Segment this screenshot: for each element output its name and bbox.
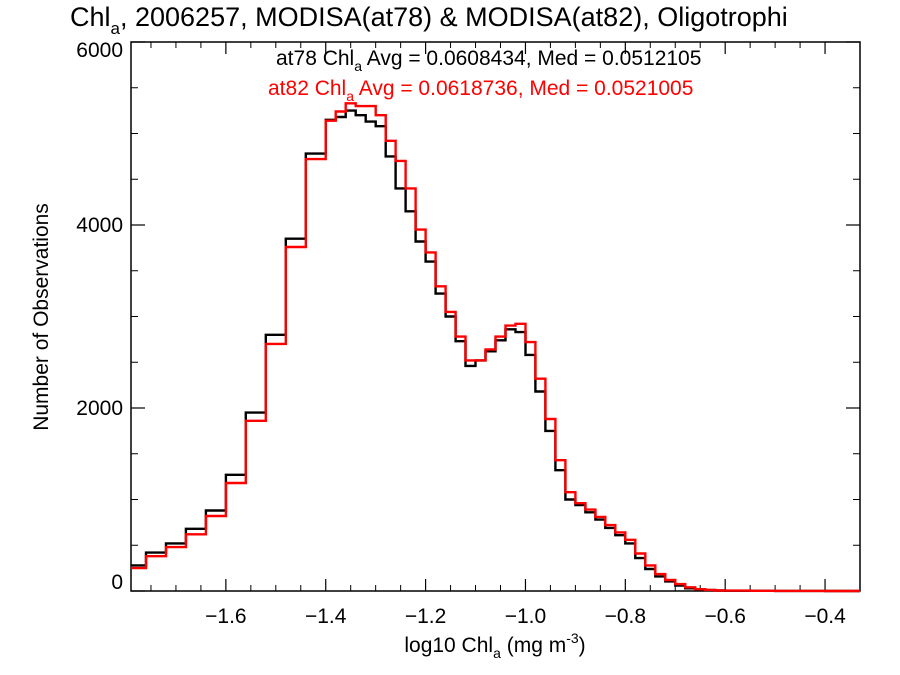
x-tick-label: −0.4 [804, 605, 846, 628]
x-tick-label: −0.8 [605, 605, 646, 628]
x-tick-label: −1.2 [405, 605, 446, 628]
chart-title: Chla, 2006257, MODISA(at78) & MODISA(at8… [70, 2, 788, 38]
x-tick-label: −1.4 [305, 605, 347, 628]
x-tick-label: −1.6 [205, 605, 246, 628]
x-tick-label: −0.6 [704, 605, 745, 628]
series-layer [131, 102, 860, 593]
y-tick-label: 4000 [76, 214, 123, 237]
series-at78-line [131, 109, 860, 593]
plot-frame [130, 41, 861, 592]
legend-at82: at82 Chla Avg = 0.0618736, Med = 0.05210… [268, 77, 693, 104]
series-at82-line [131, 102, 860, 593]
y-tick-label: 0 [111, 571, 123, 594]
x-axis-label: log10 Chla (mg m-3) [404, 630, 585, 661]
x-tick-label: −1.0 [505, 605, 546, 628]
y-tick-label: 6000 [76, 39, 123, 62]
y-axis-label: Number of Observations [30, 203, 53, 431]
legend-at78: at78 Chla Avg = 0.0608434, Med = 0.05121… [276, 47, 701, 74]
y-tick-label: 2000 [76, 397, 123, 420]
axis-ticks: −1.6 −1.4 −1.2 −1.0 −0.8 −0.6 −0.4 0 2000 4000 600… [76, 39, 860, 628]
